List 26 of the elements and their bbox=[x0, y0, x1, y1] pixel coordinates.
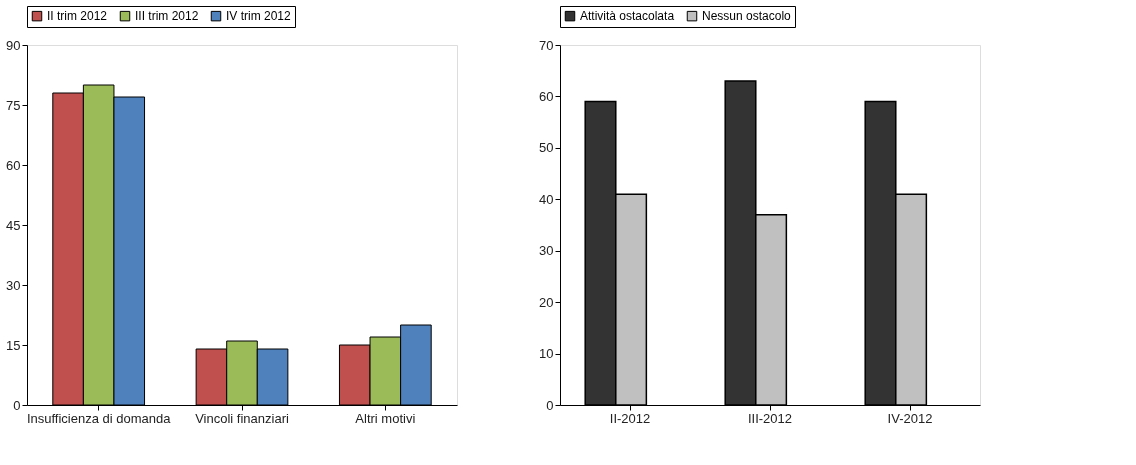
y-tick-label: 40 bbox=[539, 191, 554, 207]
legend-label: Attività ostacolata bbox=[580, 9, 675, 24]
y-tick-label: 10 bbox=[539, 346, 554, 362]
y-tick-label: 15 bbox=[6, 337, 21, 353]
y-tick-label: 60 bbox=[6, 157, 21, 173]
legend-label: Nessun ostacolo bbox=[702, 9, 792, 24]
y-tick-label: 90 bbox=[6, 37, 21, 53]
legend-label: II trim 2012 bbox=[47, 9, 108, 24]
y-tick-label: 45 bbox=[6, 217, 21, 233]
x-tick-label: IV-2012 bbox=[887, 410, 933, 426]
y-tick-label: 30 bbox=[539, 243, 554, 259]
y-tick-label: 60 bbox=[539, 88, 554, 104]
y-tick-label: 20 bbox=[539, 294, 554, 310]
legend-label: III trim 2012 bbox=[135, 9, 199, 24]
y-tick-label: 30 bbox=[6, 277, 21, 293]
y-tick-label: 50 bbox=[539, 140, 554, 156]
y-tick-label: 0 bbox=[546, 397, 554, 413]
y-tick-label: 0 bbox=[13, 397, 21, 413]
x-tick-label: Insufficienza di domanda bbox=[26, 410, 172, 426]
x-tick-label: III-2012 bbox=[747, 410, 793, 426]
x-tick-label: Altri motivi bbox=[355, 410, 416, 426]
y-tick-label: 70 bbox=[539, 37, 554, 53]
x-tick-label: Vincoli finanziari bbox=[195, 410, 289, 426]
y-tick-label: 75 bbox=[6, 97, 21, 113]
legend-label: IV trim 2012 bbox=[226, 9, 292, 24]
x-tick-label: II-2012 bbox=[609, 410, 651, 426]
